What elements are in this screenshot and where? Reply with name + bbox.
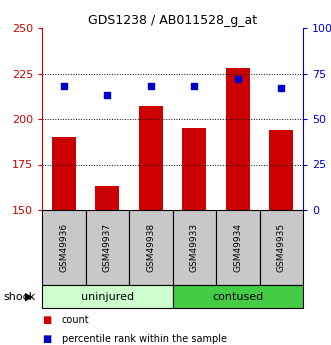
Point xyxy=(235,76,240,82)
Point xyxy=(192,83,197,89)
Bar xyxy=(172,210,216,285)
Text: GSM49935: GSM49935 xyxy=(277,223,286,272)
Text: uninjured: uninjured xyxy=(81,292,134,302)
Text: count: count xyxy=(62,315,89,325)
Bar xyxy=(139,106,163,210)
Text: GSM49938: GSM49938 xyxy=(146,223,155,272)
Bar xyxy=(260,210,303,285)
Bar xyxy=(269,130,293,210)
Text: contused: contused xyxy=(212,292,263,302)
Text: ■: ■ xyxy=(42,315,51,325)
Bar xyxy=(85,210,129,285)
Bar xyxy=(129,210,172,285)
Bar xyxy=(216,210,260,285)
Text: shock: shock xyxy=(3,292,35,302)
Bar xyxy=(172,285,303,308)
Text: percentile rank within the sample: percentile rank within the sample xyxy=(62,334,227,344)
Text: GSM49937: GSM49937 xyxy=(103,223,112,272)
Bar xyxy=(95,186,119,210)
Bar xyxy=(42,210,85,285)
Bar xyxy=(52,137,76,210)
Point xyxy=(61,83,67,89)
Text: ▶: ▶ xyxy=(24,292,33,302)
Text: GSM49936: GSM49936 xyxy=(59,223,68,272)
Bar xyxy=(182,128,206,210)
Text: GSM49934: GSM49934 xyxy=(233,223,242,272)
Bar xyxy=(42,285,172,308)
Point xyxy=(105,92,110,98)
Text: ■: ■ xyxy=(42,334,51,344)
Point xyxy=(148,83,153,89)
Point xyxy=(279,85,284,91)
Bar xyxy=(226,68,250,210)
Title: GDS1238 / AB011528_g_at: GDS1238 / AB011528_g_at xyxy=(88,14,257,27)
Text: GSM49933: GSM49933 xyxy=(190,223,199,272)
